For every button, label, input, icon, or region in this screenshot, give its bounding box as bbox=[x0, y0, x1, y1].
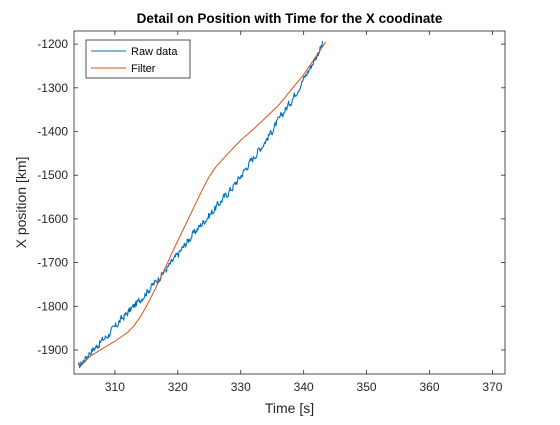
legend-box bbox=[85, 39, 191, 79]
y-tick-label: -1900 bbox=[37, 343, 68, 357]
y-tick-label: -1500 bbox=[37, 168, 68, 182]
series-line-filter bbox=[79, 41, 327, 367]
y-tick-label: -1400 bbox=[37, 124, 68, 138]
y-tick-label: -1200 bbox=[37, 37, 68, 51]
y-tick-label: -1300 bbox=[37, 81, 68, 95]
x-tick-label: 360 bbox=[419, 380, 439, 394]
x-tick-label: 310 bbox=[105, 380, 125, 394]
x-axis-title: Time [s] bbox=[265, 400, 314, 416]
tick-layer: 310 320 330 340 350 360 370 -1900 -1800 -1700 -160… bbox=[37, 31, 505, 394]
plot-area bbox=[74, 31, 505, 374]
axes-box bbox=[73, 30, 506, 375]
x-tick-label: 320 bbox=[168, 380, 188, 394]
legend-label-raw-data: Raw data bbox=[131, 46, 178, 58]
y-tick-label: -1600 bbox=[37, 212, 68, 226]
x-tick-label: 350 bbox=[357, 380, 377, 394]
y-axis-title: X position [km] bbox=[13, 157, 29, 249]
series-layer bbox=[77, 41, 327, 368]
legend-label-filter: Filter bbox=[131, 63, 156, 75]
chart-title: Detail on Position with Time for the X c… bbox=[137, 11, 443, 26]
x-tick-label: 370 bbox=[482, 380, 502, 394]
x-tick-label: 340 bbox=[294, 380, 314, 394]
series-line-raw-data bbox=[77, 41, 324, 368]
y-tick-label: -1800 bbox=[37, 299, 68, 313]
x-tick-label: 330 bbox=[231, 380, 251, 394]
legend: Raw data Filter bbox=[85, 39, 191, 79]
y-tick-label: -1700 bbox=[37, 256, 68, 270]
